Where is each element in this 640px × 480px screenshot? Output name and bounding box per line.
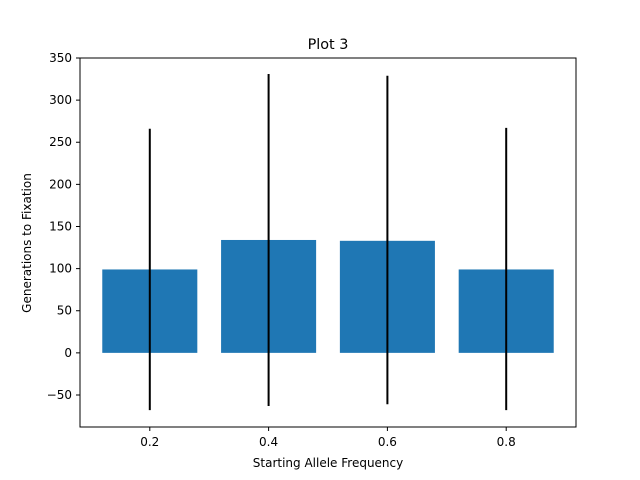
chart-title: Plot 3 [308, 37, 349, 53]
y-tick-label-200: 200 [49, 177, 72, 191]
y-tick-label-100: 100 [49, 262, 72, 276]
x-tick-label-0.8: 0.8 [497, 435, 516, 449]
y-tick-label-350: 350 [49, 51, 72, 65]
y-tick-label-250: 250 [49, 135, 72, 149]
plot-area [80, 58, 576, 427]
plot-background [80, 58, 576, 427]
x-tick-label-0.2: 0.2 [140, 435, 159, 449]
y-axis-label: Generations to Fixation [20, 173, 34, 313]
x-tick-label-0.4: 0.4 [259, 435, 278, 449]
error-bars [148, 74, 508, 411]
x-tick-label-0.6: 0.6 [378, 435, 397, 449]
x-axis-label: Starting Allele Frequency [253, 456, 403, 470]
axes-frame [79, 57, 577, 428]
y-tick-label-300: 300 [49, 93, 72, 107]
axes: 0.2 0.4 0.6 0.8 −50 0 50 100 150 200 250 300 350 [47, 51, 577, 449]
y-tick-label-150: 150 [49, 219, 72, 233]
y-tick-label-50: 50 [57, 304, 72, 318]
y-tick-label-0: 0 [64, 346, 72, 360]
y-tick-label--50: −50 [47, 388, 72, 402]
